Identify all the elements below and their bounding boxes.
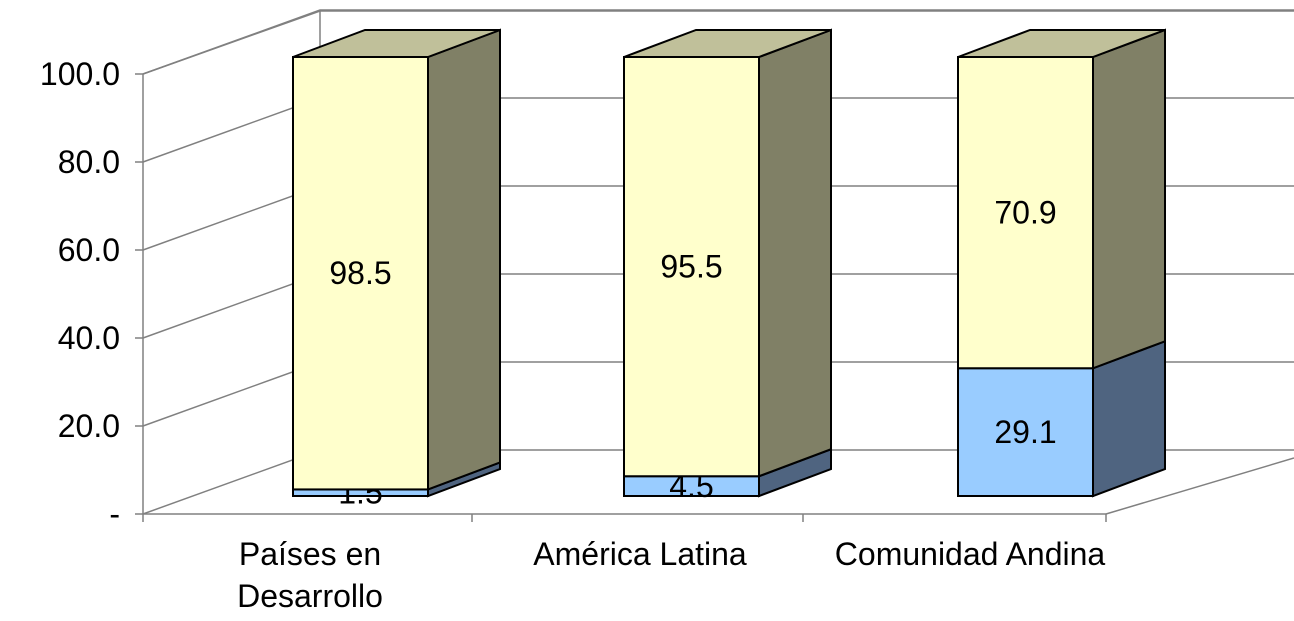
bar-segment [292, 28, 501, 491]
bar-top [292, 29, 501, 58]
category-labels: Países en Desarrollo América Latina Comunid… [237, 536, 1105, 614]
category-label: Países en Desarrollo [237, 536, 383, 614]
data-label: 95.5 [660, 249, 722, 285]
category-label: América Latina [533, 536, 747, 572]
bar-side [758, 28, 832, 478]
bar-segment [957, 339, 1166, 498]
bar-front [957, 367, 1094, 498]
y-tick-label: 40.0 [58, 320, 120, 356]
data-label: 29.1 [994, 414, 1056, 450]
bars: 1.598.54.595.529.170.9 [292, 28, 1166, 511]
axes [135, 73, 1107, 522]
y-tick-label: 100.0 [40, 56, 120, 92]
category-label: Comunidad Andina [835, 536, 1106, 572]
bar-front [957, 56, 1094, 370]
bar-segment [957, 28, 1166, 370]
y-tick-label: - [109, 496, 120, 532]
bar-top [623, 29, 832, 58]
bar-front [292, 56, 429, 491]
data-label: 70.9 [994, 195, 1056, 231]
data-label: 98.5 [329, 255, 391, 291]
bar-segment [623, 28, 832, 478]
bar-side [427, 28, 501, 491]
bar-front [623, 56, 760, 478]
bar-side [1092, 28, 1166, 370]
y-tick-labels: - 20.0 40.0 60.0 80.0 100.0 [40, 56, 120, 532]
bar-top [957, 29, 1166, 58]
gridline [142, 9, 1294, 75]
floor-right-edge [1105, 457, 1294, 515]
y-tick-label: 80.0 [58, 144, 120, 180]
y-tick-label: 20.0 [58, 408, 120, 444]
y-tick-label: 60.0 [58, 232, 120, 268]
